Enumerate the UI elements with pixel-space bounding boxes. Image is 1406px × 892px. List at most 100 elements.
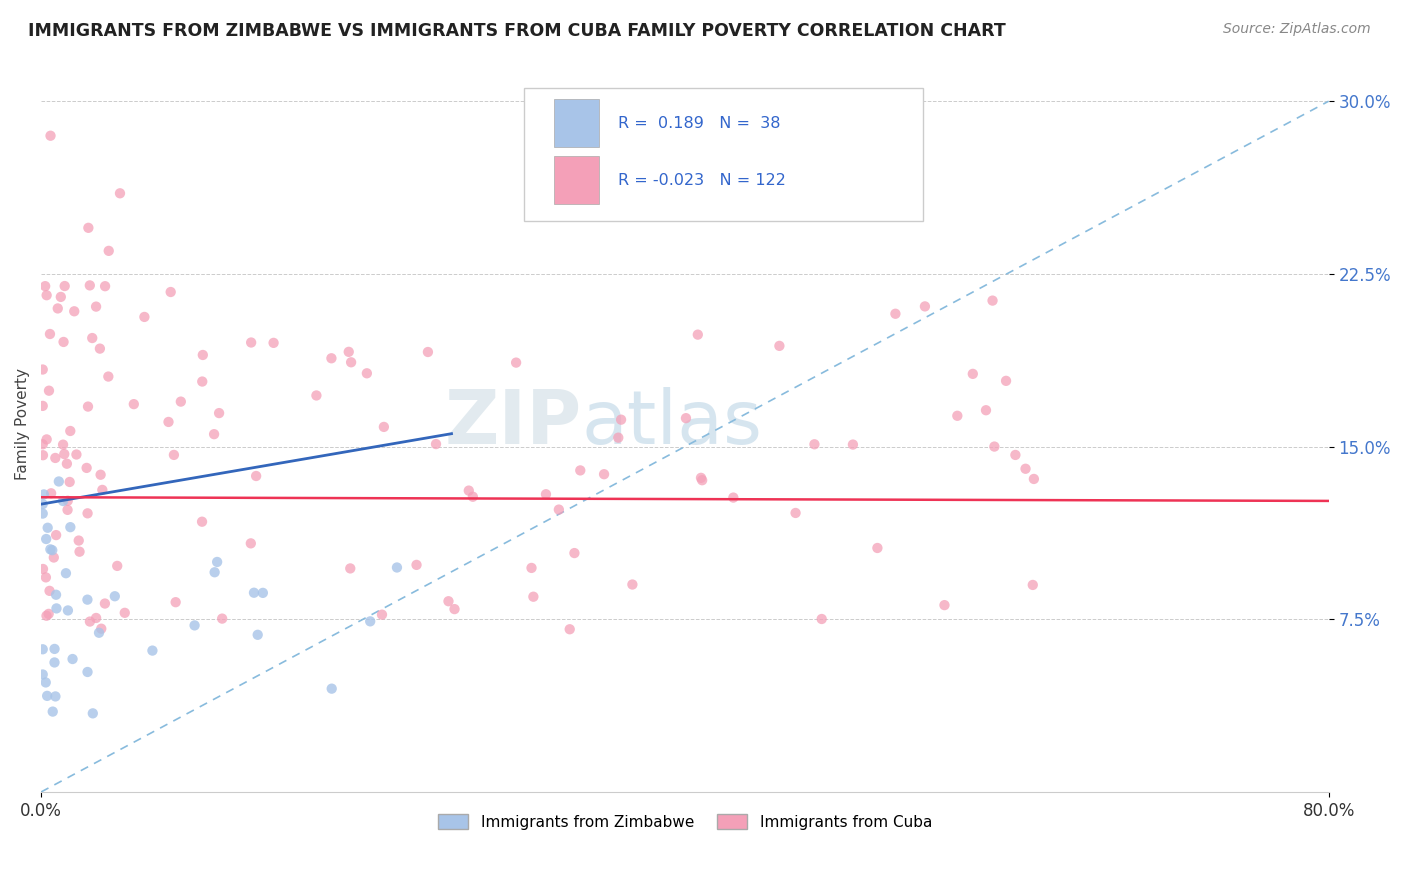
Point: [49, 290, 72, 304]
Point: [416, 345, 439, 359]
Point: [211, 612, 233, 626]
Y-axis label: Family Poverty: Family Poverty: [15, 368, 30, 480]
Point: [45, 588, 67, 602]
Point: [31, 642, 53, 657]
Point: [165, 595, 187, 609]
Text: Source: ZipAtlas.com: Source: ZipAtlas.com: [1223, 22, 1371, 37]
Point: [31, 437, 53, 451]
FancyBboxPatch shape: [554, 156, 599, 204]
Point: [981, 293, 1004, 308]
Point: [90, 622, 112, 636]
Point: [768, 339, 790, 353]
Point: [46, 301, 69, 316]
Point: [53, 279, 76, 293]
Point: [1022, 578, 1045, 592]
Point: [239, 536, 262, 550]
Point: [371, 607, 394, 622]
Point: [205, 555, 228, 569]
Point: [252, 586, 274, 600]
Point: [245, 469, 267, 483]
Point: [946, 409, 969, 423]
Point: [59, 424, 82, 438]
Point: [191, 348, 214, 362]
Point: [1014, 462, 1036, 476]
Point: [593, 467, 616, 482]
Point: [520, 561, 543, 575]
Point: [105, 558, 128, 573]
Point: [108, 186, 131, 201]
Text: ZIP: ZIP: [444, 387, 582, 460]
Point: [65, 448, 87, 462]
Point: [89, 342, 111, 356]
Point: [67, 533, 90, 548]
Point: [84, 611, 107, 625]
Point: [38, 583, 60, 598]
Point: [159, 285, 181, 299]
Point: [785, 506, 807, 520]
Point: [42, 550, 65, 565]
Point: [558, 622, 581, 636]
Point: [803, 437, 825, 451]
Point: [610, 412, 633, 426]
Point: [87, 625, 110, 640]
Point: [32, 448, 55, 462]
Point: [356, 366, 378, 380]
Point: [569, 463, 592, 477]
Point: [90, 467, 112, 482]
Text: IMMIGRANTS FROM ZIMBABWE VS IMMIGRANTS FROM CUBA FAMILY POVERTY CORRELATION CHAR: IMMIGRANTS FROM ZIMBABWE VS IMMIGRANTS F…: [28, 22, 1005, 40]
Point: [134, 310, 156, 324]
Point: [59, 520, 82, 534]
Point: [35, 570, 58, 584]
Point: [31, 362, 53, 376]
Point: [45, 528, 67, 542]
Point: [690, 471, 713, 485]
Point: [39, 326, 62, 341]
Point: [437, 594, 460, 608]
Point: [77, 220, 100, 235]
Point: [934, 598, 956, 612]
Point: [675, 411, 697, 425]
Point: [884, 307, 907, 321]
Point: [461, 490, 484, 504]
Point: [37, 689, 59, 703]
Point: [35, 675, 58, 690]
Point: [163, 448, 186, 462]
Point: [44, 690, 66, 704]
Point: [983, 440, 1005, 454]
FancyBboxPatch shape: [554, 99, 599, 147]
Point: [534, 487, 557, 501]
Text: R = -0.023   N = 122: R = -0.023 N = 122: [617, 172, 786, 187]
Point: [76, 592, 98, 607]
Point: [191, 375, 214, 389]
Point: [37, 521, 59, 535]
Point: [56, 603, 79, 617]
Point: [94, 279, 117, 293]
Point: [321, 351, 343, 366]
Point: [32, 562, 55, 576]
Point: [157, 415, 180, 429]
Point: [62, 652, 84, 666]
Point: [204, 566, 226, 580]
Point: [35, 608, 58, 623]
Text: atlas: atlas: [582, 387, 763, 460]
Point: [122, 397, 145, 411]
Point: [373, 420, 395, 434]
Point: [1022, 472, 1045, 486]
Point: [53, 447, 76, 461]
Point: [995, 374, 1018, 388]
Point: [69, 544, 91, 558]
Point: [505, 356, 527, 370]
Point: [84, 300, 107, 314]
Point: [31, 497, 53, 511]
Point: [170, 394, 193, 409]
Point: [31, 507, 53, 521]
Point: [39, 128, 62, 143]
Point: [34, 279, 56, 293]
Point: [547, 502, 569, 516]
Point: [56, 457, 79, 471]
Point: [522, 590, 544, 604]
Point: [443, 602, 465, 616]
Point: [914, 299, 936, 313]
Text: R =  0.189   N =  38: R = 0.189 N = 38: [617, 116, 780, 131]
Legend: Immigrants from Zimbabwe, Immigrants from Cuba: Immigrants from Zimbabwe, Immigrants fro…: [432, 807, 938, 836]
